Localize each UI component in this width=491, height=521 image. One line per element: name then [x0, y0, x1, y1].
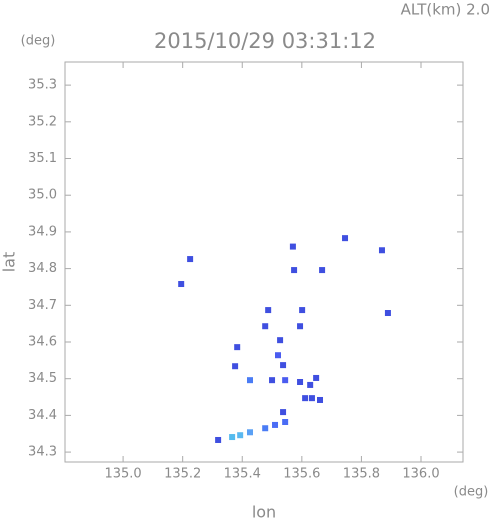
echo-point [269, 377, 276, 384]
x-tick-label: 135.6 [283, 467, 320, 482]
echo-point [275, 352, 282, 359]
y-axis-label: lat [0, 252, 19, 273]
echo-point [178, 281, 185, 288]
echo-point [313, 374, 320, 381]
echo-point [234, 344, 241, 351]
echo-point [237, 432, 244, 439]
x-tick-label: 136.0 [402, 467, 439, 482]
y-unit: (deg) [21, 34, 56, 49]
echo-point [384, 310, 391, 317]
echo-point [272, 421, 279, 428]
x-unit: (deg) [454, 485, 489, 500]
y-tick-label: 34.5 [28, 371, 57, 386]
y-tick-label: 35.3 [28, 78, 57, 93]
echo-point [308, 395, 315, 402]
chart-title: 2015/10/29 03:31:12 [154, 29, 376, 53]
echo-point [246, 377, 253, 384]
x-tick-label: 135.4 [224, 467, 261, 482]
echo-point [378, 247, 385, 254]
echo-point [187, 256, 194, 263]
x-tick-label: 135.8 [343, 467, 380, 482]
echo-point [262, 425, 269, 432]
echo-point [297, 323, 304, 330]
echo-point [277, 337, 284, 344]
echo-point [262, 323, 269, 330]
y-tick-label: 34.9 [28, 224, 57, 239]
echo-point [280, 409, 287, 416]
y-tick-label: 34.4 [28, 408, 57, 423]
echo-point [282, 419, 289, 425]
y-tick-label: 34.7 [28, 298, 57, 313]
echo-point [215, 436, 222, 443]
echo-point [265, 307, 272, 314]
echo-point [229, 434, 236, 441]
x-tick-label: 135.2 [164, 467, 201, 482]
echo-point [319, 267, 326, 274]
echo-point [307, 381, 314, 388]
x-tick-label: 135.0 [104, 467, 141, 482]
y-tick-label: 35.2 [28, 114, 57, 129]
echo-point [280, 362, 287, 369]
x-axis-label: lon [252, 503, 276, 521]
echo-point [289, 243, 296, 250]
echo-point [302, 395, 309, 402]
y-tick-label: 34.3 [28, 445, 57, 460]
y-tick-label: 35.1 [28, 151, 57, 166]
echo-point [342, 235, 349, 242]
altitude-label: ALT(km) 2.0 [401, 1, 490, 19]
echo-point [232, 363, 239, 370]
y-tick-label: 34.6 [28, 335, 57, 350]
plot-frame [64, 61, 464, 463]
y-tick-label: 35.0 [28, 188, 57, 203]
echo-point [291, 267, 298, 274]
echo-point [246, 429, 253, 436]
echo-point [317, 396, 324, 403]
y-tick-label: 34.8 [28, 261, 57, 276]
echo-point [297, 379, 304, 385]
echo-point [282, 377, 289, 384]
echo-point [299, 307, 306, 314]
